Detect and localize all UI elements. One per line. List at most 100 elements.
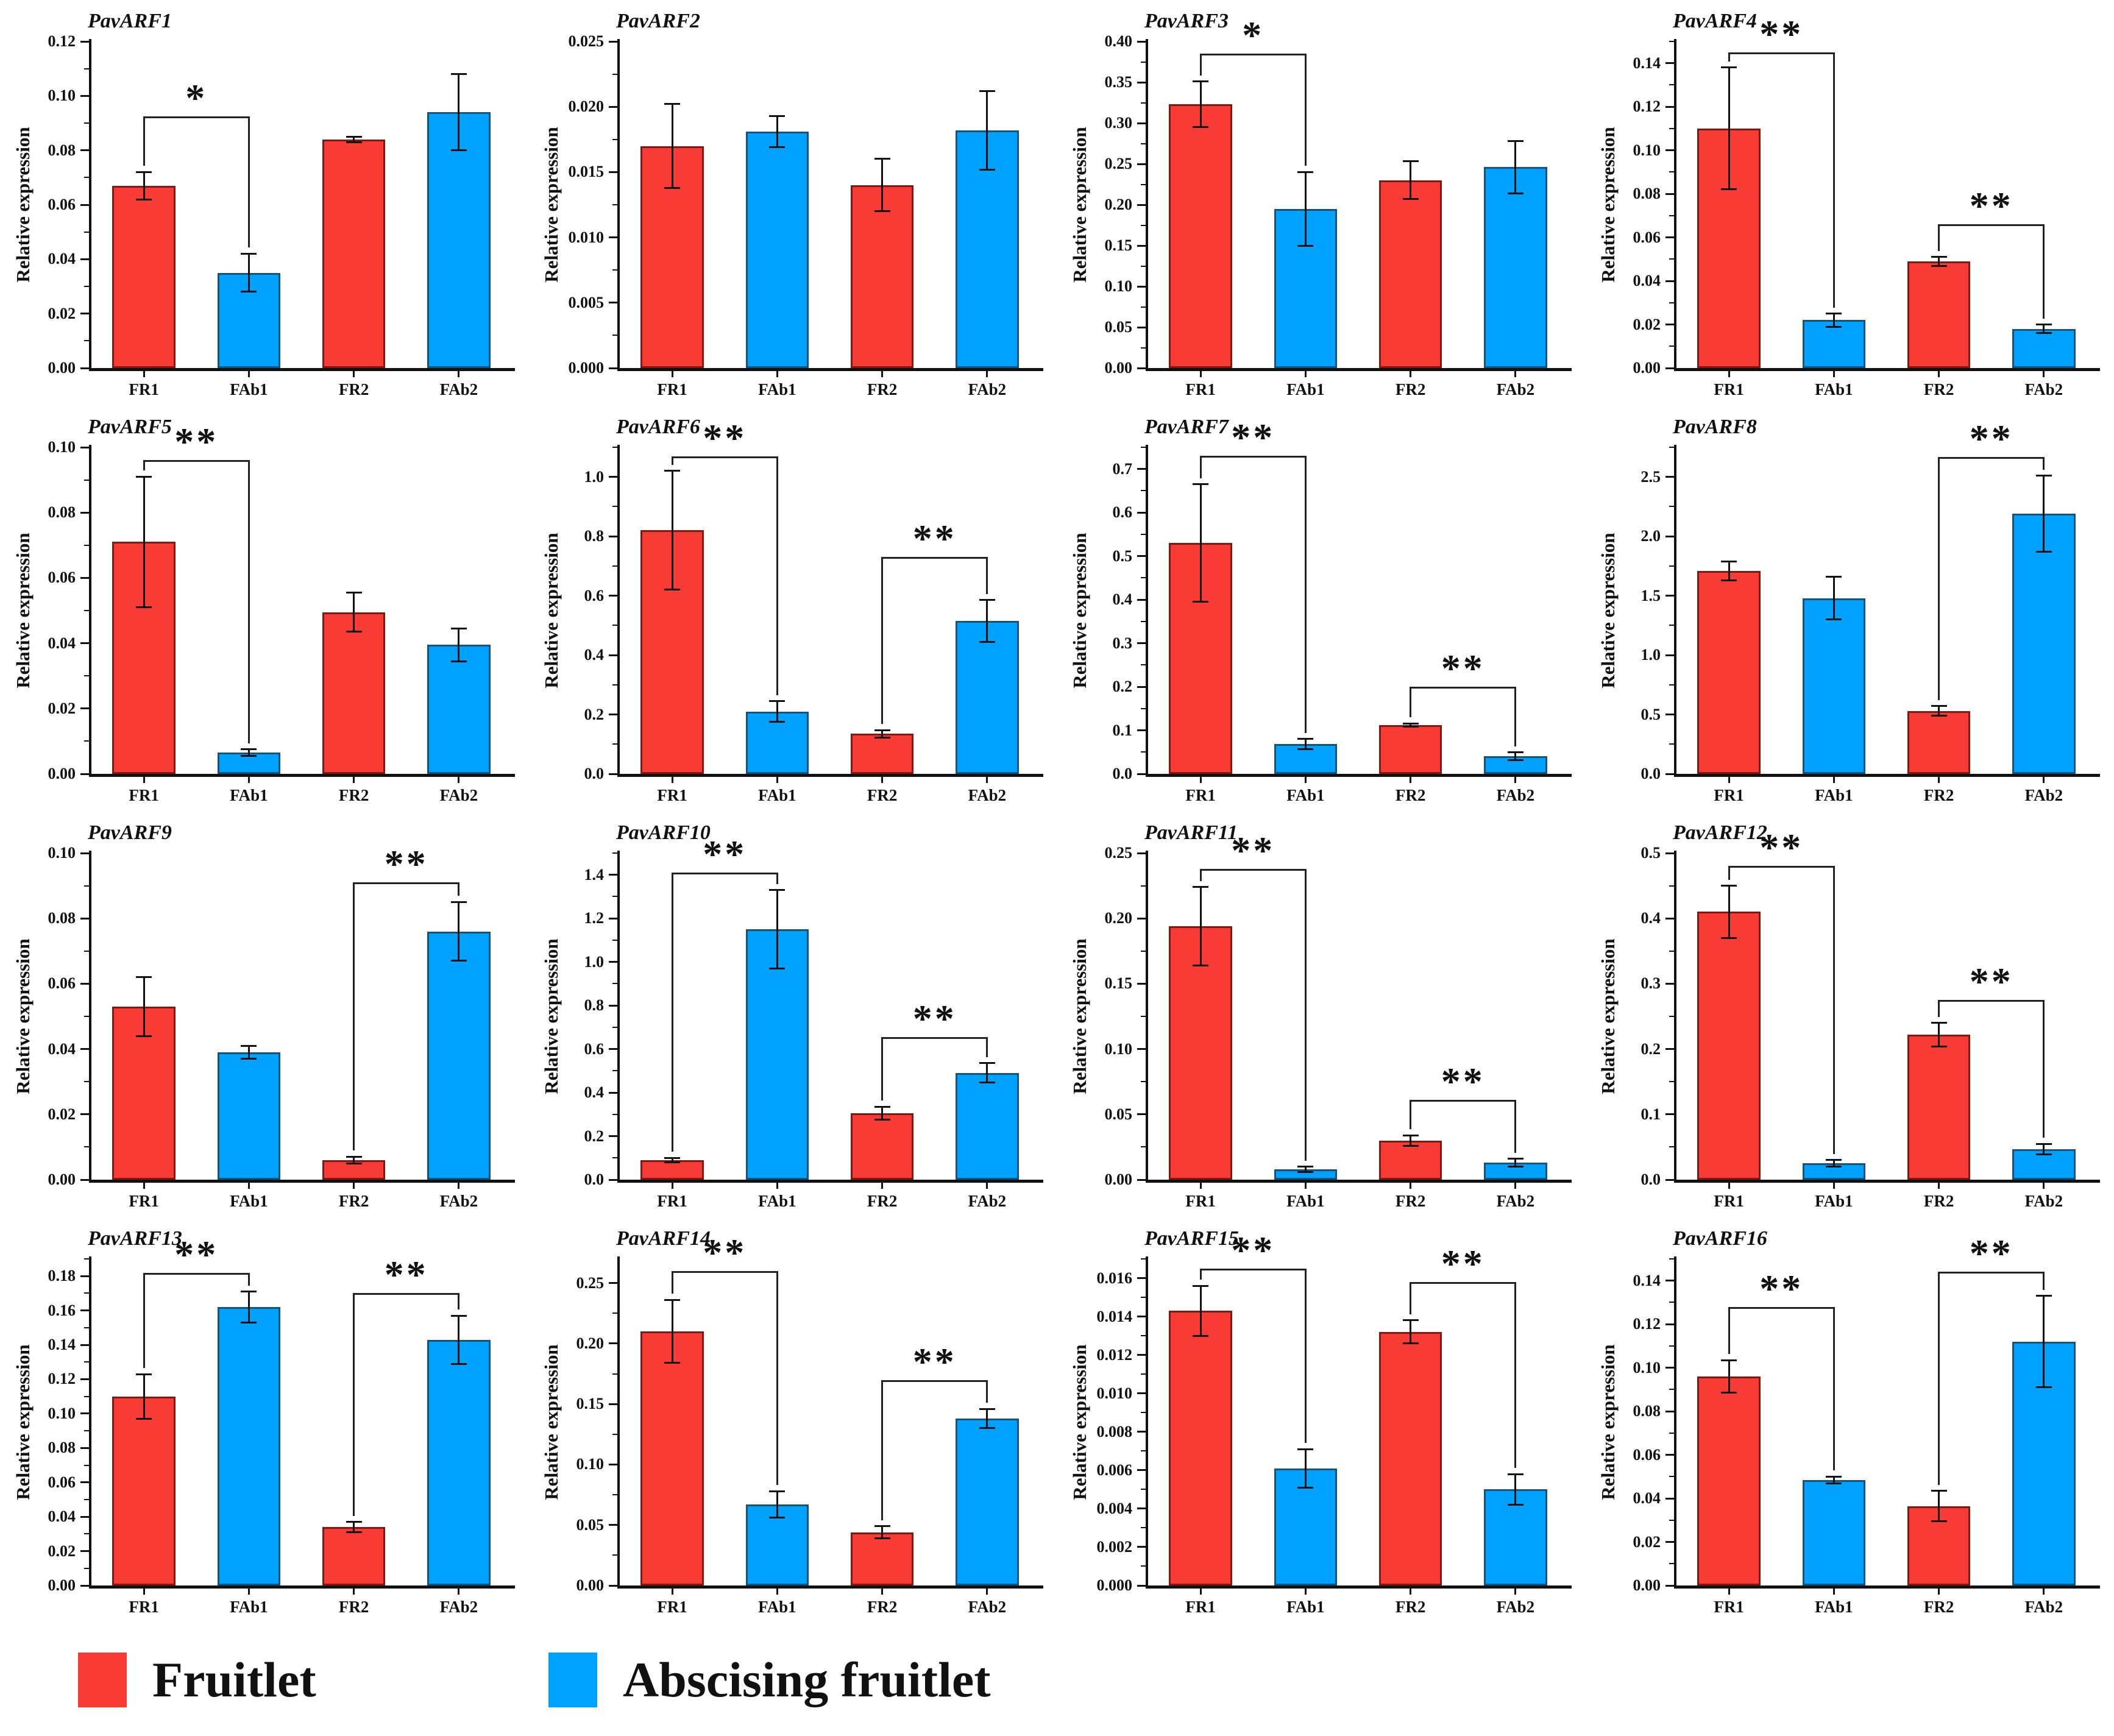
y-tick	[1137, 1431, 1146, 1433]
y-tick-label: 0.016	[1096, 1269, 1133, 1287]
y-tick	[1137, 686, 1146, 688]
y-tick-label: 0.12	[1633, 1315, 1661, 1333]
bar-fab2	[427, 112, 491, 368]
y-tick	[80, 1515, 89, 1518]
bar-fr2	[1907, 710, 1971, 774]
error-bar	[1514, 1158, 1517, 1167]
y-tick-label: 0.04	[48, 634, 76, 652]
bar-fr1	[1169, 1311, 1232, 1585]
chart-title: PavARF9	[88, 821, 172, 844]
sig-stars: **	[1759, 826, 1804, 870]
y-axis-line	[89, 1256, 91, 1588]
error-bar	[986, 600, 988, 642]
x-tick	[986, 371, 988, 377]
error-cap-top	[1507, 140, 1523, 142]
y-tick-label: 0.06	[48, 196, 76, 213]
sig-bracket-top	[1201, 1268, 1306, 1270]
error-cap-bottom	[136, 1417, 152, 1420]
error-bar	[458, 74, 460, 151]
x-tick	[2043, 777, 2045, 783]
error-bar	[143, 477, 145, 608]
y-tick-label: 0.30	[1104, 114, 1133, 132]
y-tick	[80, 1412, 89, 1415]
chart-pavarf7: 0.0 0.1 0.2 0.3 0.4 0.5 0.6 0.7 PavARF7 Relative …	[1057, 406, 1585, 812]
error-cap-bottom	[1931, 1045, 1947, 1047]
error-cap-bottom	[241, 1058, 257, 1060]
sig-bracket-drop	[143, 116, 145, 166]
y-tick-label: 0.16	[48, 1301, 76, 1319]
y-tick-label: 0.04	[48, 250, 76, 268]
error-cap-top	[1193, 1284, 1209, 1287]
y-minor-tick	[84, 544, 89, 546]
x-tick	[776, 1183, 778, 1189]
error-bar	[671, 470, 673, 590]
y-axis-line	[617, 1256, 620, 1588]
y-minor-tick	[1669, 41, 1674, 42]
sig-bracket-top	[1410, 1281, 1516, 1284]
error-bar	[1199, 1286, 1202, 1336]
y-tick	[1137, 204, 1146, 206]
sig-bracket-drop	[986, 1036, 988, 1057]
y-tick-label: 0.6	[584, 586, 605, 604]
y-axis-line	[89, 39, 91, 370]
y-tick-label: 0.0	[1640, 765, 1661, 782]
x-tick-label: FR2	[338, 786, 369, 804]
x-tick	[1514, 777, 1517, 783]
sig-stars: **	[174, 420, 219, 464]
error-cap-bottom	[346, 1162, 362, 1164]
chart-title: PavARF5	[88, 416, 172, 438]
y-tick	[1137, 468, 1146, 470]
y-tick-label: 0.08	[1633, 1402, 1661, 1420]
y-minor-tick	[84, 1361, 89, 1363]
y-tick	[80, 707, 89, 710]
error-bar	[1514, 1474, 1517, 1505]
sig-bracket-drop	[1199, 1268, 1202, 1280]
sig-bracket-drop	[776, 456, 778, 695]
error-cap-bottom	[664, 1161, 681, 1163]
error-cap-bottom	[241, 1321, 257, 1323]
chart-title: PavARF11	[1144, 821, 1238, 844]
x-tick-label: FAb1	[1286, 1598, 1325, 1616]
x-tick	[1728, 777, 1730, 783]
error-cap-top	[1721, 885, 1737, 887]
chart-title: PavARF13	[88, 1227, 182, 1250]
y-tick	[1137, 40, 1146, 43]
bar-fab1	[217, 1306, 281, 1585]
y-tick	[609, 535, 617, 537]
x-tick	[1304, 371, 1307, 377]
error-cap-bottom	[2035, 1153, 2052, 1155]
x-tick-label: FAb1	[1286, 380, 1325, 399]
x-tick	[1514, 1589, 1517, 1595]
y-tick-label: 0.2	[584, 705, 605, 723]
error-bar	[1832, 1160, 1835, 1167]
x-tick	[881, 777, 884, 783]
y-tick-label: 0.00	[48, 359, 76, 377]
y-tick-label: 0.06	[1633, 1445, 1661, 1464]
y-minor-tick	[84, 740, 89, 742]
error-bar	[458, 1316, 460, 1364]
x-tick	[1938, 371, 1940, 377]
x-tick	[247, 1589, 250, 1595]
error-cap-bottom	[1297, 748, 1314, 751]
bar-fab2	[427, 645, 491, 774]
x-axis-line	[1674, 1585, 2100, 1589]
x-tick-label: FAb2	[439, 380, 478, 399]
y-tick	[609, 1584, 617, 1587]
y-minor-tick	[612, 1554, 617, 1556]
x-tick-label: FR2	[1395, 1192, 1426, 1210]
y-tick-label: 0.12	[1633, 97, 1661, 116]
y-axis-line	[89, 851, 91, 1182]
sig-bracket-drop	[881, 1036, 884, 1101]
x-tick	[1832, 777, 1835, 783]
sig-bracket-drop	[671, 1270, 673, 1294]
error-cap-bottom	[1721, 937, 1737, 939]
error-bar	[986, 91, 988, 170]
x-tick-label: FR1	[1714, 380, 1744, 399]
x-tick-label: FR1	[1185, 380, 1216, 399]
y-tick	[80, 1481, 89, 1484]
y-tick-label: 0.00	[48, 765, 76, 782]
x-tick-label: FAb1	[230, 1598, 268, 1616]
x-tick	[776, 777, 778, 783]
y-tick	[1137, 511, 1146, 514]
sig-bracket-drop	[1304, 1268, 1307, 1444]
